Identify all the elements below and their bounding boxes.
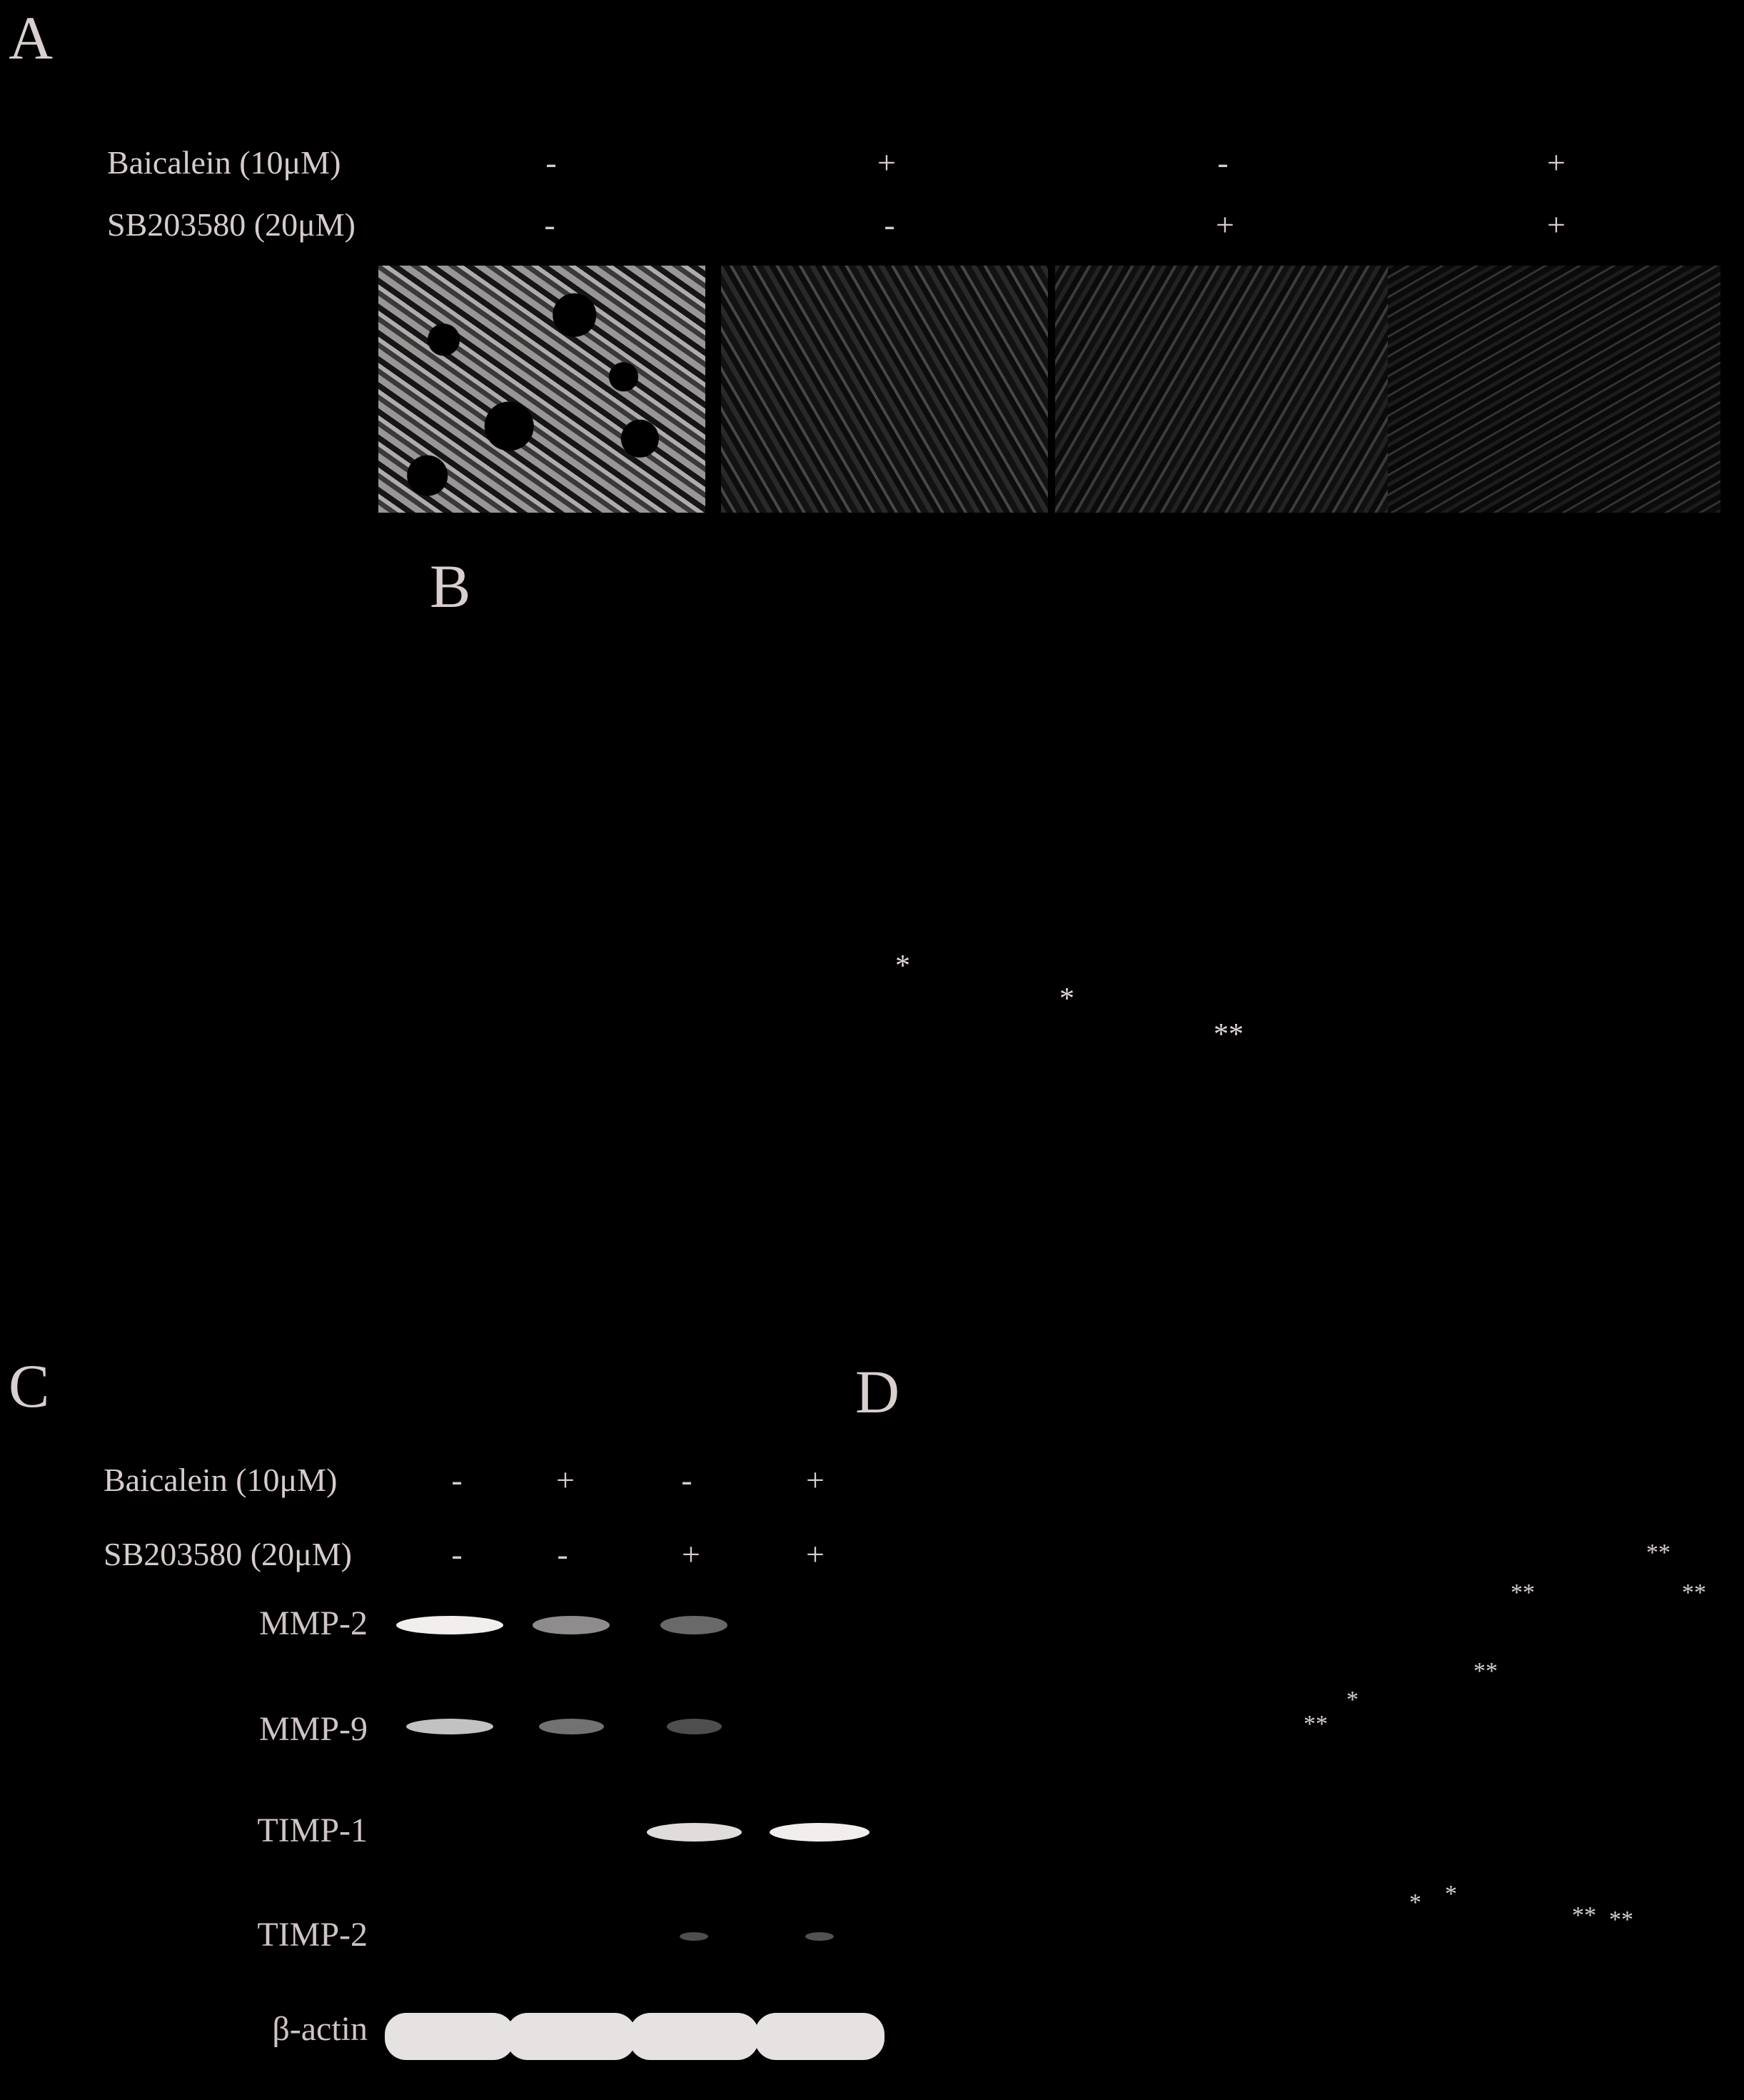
blot-band--actin-lane-1 [385, 2013, 515, 2060]
panel-d-significance-1: ** [1646, 1539, 1670, 1566]
panel-a-letter: A [9, 4, 54, 72]
panel-b-significance-1: * [895, 950, 910, 983]
panel-c-sb203580-sign-3: + [682, 1536, 700, 1572]
blot-band-mmp-2-lane-3 [660, 1616, 727, 1634]
panel-d-significance-5: * [1346, 1687, 1359, 1713]
panel-a-sb203580-sign-4: + [1547, 206, 1566, 243]
panel-d-significance-7: * [1409, 1889, 1421, 1916]
blot-band-mmp-2-lane-1 [396, 1616, 503, 1634]
panel-d-significance-6: ** [1304, 1711, 1328, 1737]
band-label-beta-actin: β-actin [272, 2010, 368, 2048]
panel-d-significance-10: ** [1609, 1906, 1633, 1933]
panel-a-baicalein-sign-2: + [877, 144, 896, 181]
panel-d-significance-9: ** [1572, 1902, 1596, 1929]
panel-a-baicalein-label: Baicalein (10μM) [107, 144, 341, 181]
panel-c-sb203580-label: SB203580 (20μM) [104, 1536, 352, 1572]
panel-a-baicalein-sign-1: - [545, 144, 557, 181]
panel-c-sb203580-sign-2: - [557, 1536, 568, 1572]
panel-c-baicalein-sign-3: - [681, 1462, 692, 1498]
micrograph-baicalein-sb203580 [1388, 266, 1720, 513]
panel-d-letter: D [855, 1357, 900, 1426]
blot-band-timp-2-lane-3 [680, 1932, 708, 1941]
panel-a-sb203580-sign-1: - [544, 206, 555, 243]
blot-band--actin-lane-3 [629, 2013, 759, 2060]
panel-c-baicalein-label: Baicalein (10μM) [104, 1462, 338, 1498]
band-label-timp-1: TIMP-1 [257, 1812, 368, 1849]
panel-b-significance-3: ** [1214, 1018, 1244, 1051]
panel-a-sb203580-label: SB203580 (20μM) [107, 206, 356, 243]
panel-d-significance-8: * [1445, 1881, 1457, 1907]
panel-b-letter: B [430, 552, 471, 621]
blot-band-mmp-2-lane-2 [532, 1616, 610, 1634]
panel-c-sb203580-sign-1: - [451, 1536, 463, 1572]
panel-c-baicalein-sign-1: - [451, 1462, 463, 1498]
band-label-timp-2: TIMP-2 [257, 1916, 368, 1954]
band-label-mmp-9: MMP-9 [258, 1710, 368, 1748]
blot-band-timp-1-lane-3 [646, 1823, 742, 1842]
micrograph-sb203580 [1055, 266, 1388, 513]
panel-a-sb203580-sign-2: - [884, 206, 895, 243]
panel-d-significance-4: ** [1473, 1658, 1498, 1684]
panel-c-sb203580-sign-4: + [806, 1536, 825, 1572]
panel-a-sb203580-sign-3: + [1216, 206, 1234, 243]
panel-c-letter: C [9, 1352, 50, 1420]
micrograph-control [378, 266, 705, 513]
blot-band-mmp-9-lane-3 [666, 1719, 722, 1734]
blot-band-timp-1-lane-4 [770, 1823, 870, 1842]
panel-a-baicalein-sign-3: - [1217, 144, 1229, 181]
panel-c-baicalein-sign-2: + [556, 1462, 575, 1498]
blot-band-mmp-9-lane-1 [405, 1719, 494, 1734]
blot-band-timp-2-lane-4 [805, 1932, 834, 1941]
blot-band--actin-lane-2 [506, 2013, 636, 2060]
panel-d-significance-3: ** [1682, 1579, 1706, 1606]
panel-b-significance-2: * [1059, 983, 1074, 1015]
blot-band--actin-lane-4 [755, 2013, 884, 2060]
blot-band-mmp-9-lane-2 [538, 1719, 604, 1734]
panel-a-baicalein-sign-4: + [1547, 144, 1566, 181]
micrograph-baicalein [721, 266, 1048, 513]
panel-c-baicalein-sign-4: + [806, 1462, 825, 1498]
panel-d-significance-2: ** [1511, 1579, 1535, 1606]
band-label-mmp-2: MMP-2 [258, 1604, 368, 1642]
